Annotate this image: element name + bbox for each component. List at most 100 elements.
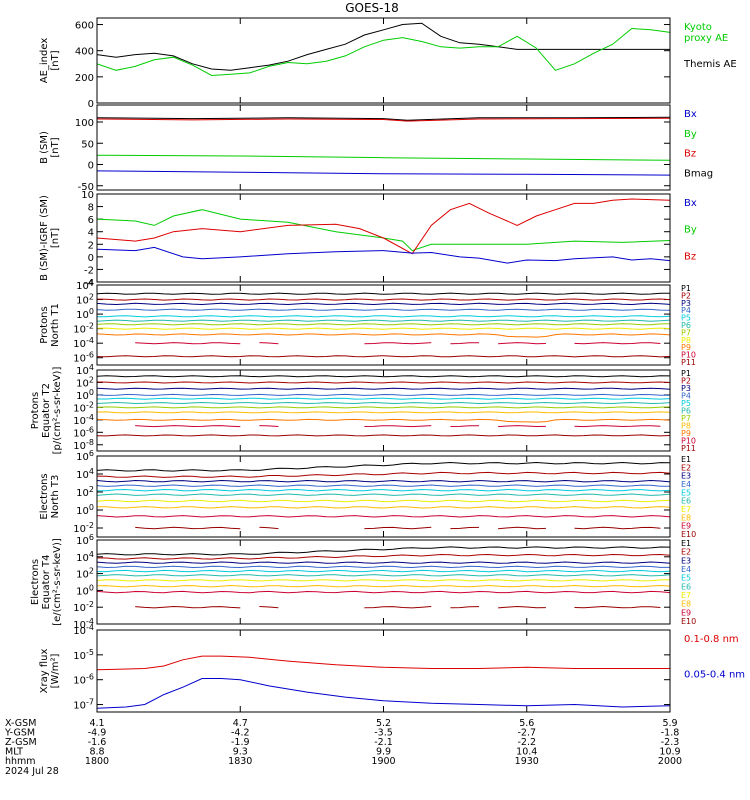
y-tick-label: 10-2 — [73, 600, 94, 614]
panel-frame — [96, 284, 671, 366]
series-line-P7 — [97, 406, 670, 409]
y-tick-label: 10 — [81, 190, 94, 201]
series-line-By — [97, 209, 670, 252]
panel-frame — [96, 17, 671, 104]
series-line-E7 — [97, 499, 670, 503]
series-line-0.1-0.8 nm — [97, 655, 670, 671]
legend-label: E3 — [681, 472, 691, 481]
legend-label: E10 — [681, 617, 696, 626]
ephemeris-value: 10.4 — [516, 747, 537, 758]
series-line-P3 — [97, 387, 670, 390]
series-line-E2 — [97, 471, 670, 478]
y-axis-label: B (SM)-IGRF (SM)[nT] — [39, 195, 61, 281]
y-tick-label: 104 — [76, 278, 94, 292]
series-line-Bz — [97, 198, 670, 255]
series-line-P10 — [450, 342, 480, 345]
ephemeris-value: 10.9 — [659, 747, 680, 758]
series-line-E8 — [97, 584, 670, 588]
series-line-P9 — [97, 418, 670, 423]
y-tick-label: 0 — [88, 253, 94, 264]
y-tick-label: 106 — [76, 533, 94, 547]
ephemeris-value: -4.2 — [231, 728, 250, 739]
series-line-E5 — [97, 488, 670, 492]
series-line-P2 — [97, 298, 670, 301]
plot-area — [97, 375, 670, 437]
series-line-P7 — [97, 323, 670, 326]
y-axis-label: ElectronsNorth T3 — [39, 473, 61, 519]
y-tick-label: 50 — [81, 139, 94, 150]
series-line-P11 — [97, 355, 670, 358]
series-line-Bx — [97, 246, 670, 264]
panel-2: -50 0 50 100 B (SM)[nT] Bx By Bz Bmag — [39, 104, 713, 193]
y-tick-label: 200 — [75, 73, 94, 84]
date-label: 2024 Jul 28 — [5, 766, 59, 777]
figure-title: GOES-18 — [345, 1, 399, 15]
y-tick-label: 10-7 — [73, 698, 94, 712]
series-line-P10 — [498, 342, 546, 345]
series-line-E5 — [97, 569, 670, 573]
series-line-P10 — [135, 342, 241, 345]
legend-label: E8 — [681, 513, 691, 522]
y-tick-label: -2 — [84, 265, 94, 276]
y-tick-label: 10-4 — [73, 617, 94, 631]
series-line-E10 — [259, 606, 279, 609]
series-line-P4 — [97, 308, 670, 311]
series-line-P10 — [135, 425, 241, 428]
legend-label: P6 — [681, 321, 691, 330]
series-line-P10 — [498, 425, 546, 428]
legend-label: P11 — [681, 444, 696, 453]
panel-3: -4 -20 24 68 10 B (SM)-IGRF (SM)[nT] Bx By Bz — [39, 190, 697, 289]
y-tick-label: 600 — [75, 21, 94, 32]
legend-label: 0.05-0.4 nm — [684, 670, 745, 681]
ephemeris-value: 1830 — [228, 756, 252, 767]
y-tick-label: 100 — [76, 503, 94, 517]
series-line-P10 — [259, 342, 279, 345]
y-tick-label: 102 — [76, 567, 94, 581]
ephemeris-row-label: Y-GSM — [4, 728, 35, 739]
series-line-E10 — [364, 606, 432, 609]
y-axis-label: ElectronsEquator T4[e/(cm²-s-sr-keV)] — [30, 538, 63, 626]
ephemeris-value: 8.8 — [89, 747, 104, 758]
legend-label: E7 — [681, 505, 691, 514]
series-line-P1 — [97, 292, 670, 295]
plot-area — [97, 292, 670, 358]
plot-area — [97, 655, 670, 709]
legend-label: P10 — [681, 351, 696, 360]
ephemeris-value: 1800 — [85, 756, 109, 767]
y-tick-label: 104 — [76, 550, 94, 564]
legend-label: E6 — [681, 582, 691, 591]
plot-area — [97, 461, 670, 530]
y-tick-label: 6 — [88, 215, 94, 226]
legend-label: P1 — [681, 284, 691, 293]
series-line-P10 — [259, 425, 279, 427]
panel-7: 106 104 102 100 10-2 10-4 ElectronsEquator T4[… — [30, 533, 696, 631]
series-line-0.05-0.4 nm — [97, 678, 670, 709]
y-tick-label: 2 — [88, 240, 94, 251]
series-line-Bx — [97, 170, 670, 176]
ephemeris-row-label: Z-GSM — [5, 737, 37, 748]
ephemeris-value: -1.9 — [231, 737, 250, 748]
y-tick-label: 10-4 — [73, 623, 94, 637]
legend-label: E1 — [681, 539, 691, 548]
ephemeris-value: 5.2 — [376, 718, 391, 729]
y-tick-label: 100 — [75, 118, 94, 129]
ephemeris-row-label: MLT — [5, 747, 23, 758]
plot-area — [97, 116, 670, 176]
y-tick-label: 104 — [76, 467, 94, 481]
y-tick-label: 100 — [76, 307, 94, 321]
ephemeris-value: 5.6 — [519, 718, 534, 729]
legend-label: E7 — [681, 591, 691, 600]
y-tick-label: 100 — [76, 583, 94, 597]
ephemeris-value: 1900 — [371, 756, 395, 767]
plot-area — [97, 22, 670, 77]
panel-frame — [96, 104, 671, 191]
series-line-E10 — [135, 605, 241, 609]
legend-label: P5 — [681, 399, 691, 408]
y-tick-label: 104 — [76, 363, 94, 377]
series-line-E9 — [97, 590, 670, 594]
y-tick-label: 10-2 — [73, 322, 94, 336]
y-axis-label: B (SM)[nT] — [39, 131, 61, 164]
